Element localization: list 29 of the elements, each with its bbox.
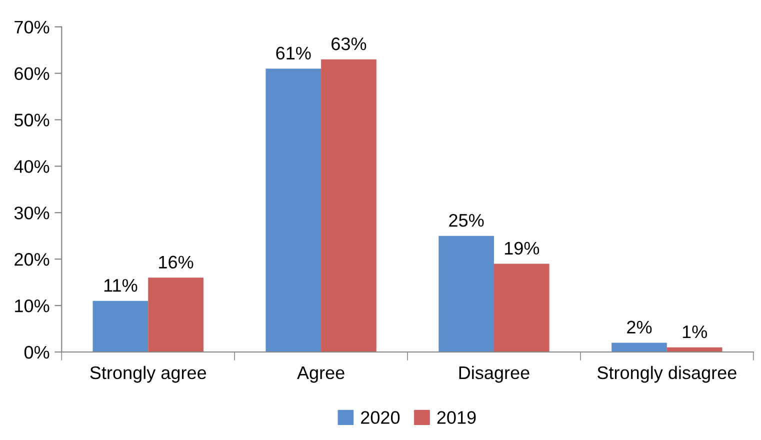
x-tick-label: Agree (296, 366, 344, 383)
y-tick-label: 30% (14, 206, 50, 220)
y-tick-label: 20% (14, 253, 50, 266)
legend-label: 2020 (361, 411, 400, 424)
bar (321, 59, 376, 352)
data-label: 2% (627, 320, 652, 334)
bar (92, 300, 148, 352)
data-label: 16% (159, 256, 194, 269)
bar (612, 342, 667, 352)
y-tick-label: 10% (15, 299, 50, 312)
data-label: 1% (682, 326, 707, 338)
data-label: 63% (332, 37, 366, 50)
data-label: 25% (449, 214, 484, 227)
y-tick-label: 40% (14, 160, 50, 173)
y-tick-label: 0% (24, 346, 50, 359)
bar (266, 68, 322, 352)
x-tick-label: Disagree (459, 366, 530, 383)
bar (148, 278, 204, 352)
data-label: 61% (276, 46, 311, 60)
x-tick-label: Strongly disagree (597, 366, 736, 383)
bar (438, 236, 494, 352)
legend-label: 2019 (437, 411, 476, 424)
y-tick-label: 70% (14, 20, 50, 34)
data-label: 11% (104, 279, 138, 292)
y-tick-label: 60% (14, 67, 50, 80)
data-label: 19% (504, 242, 540, 255)
bar (494, 264, 550, 352)
x-tick-label: Strongly agree (90, 366, 206, 383)
y-tick-label: 50% (14, 114, 50, 126)
